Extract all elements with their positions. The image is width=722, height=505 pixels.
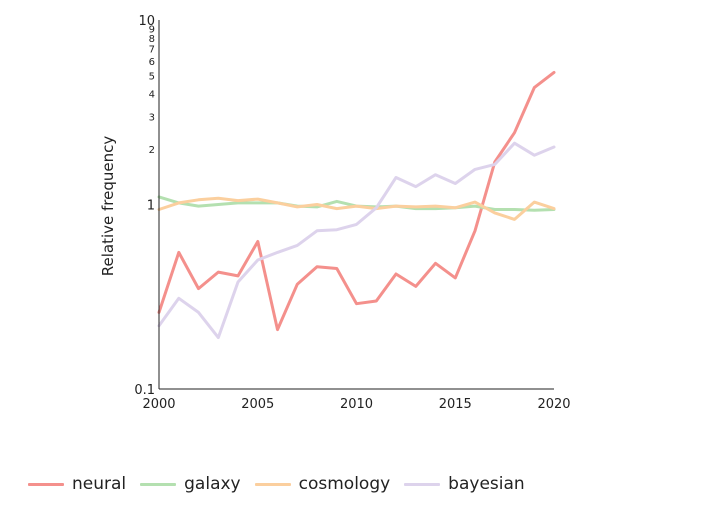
y-axis-title: Relative frequency	[99, 136, 117, 277]
legend-label: galaxy	[184, 474, 241, 494]
x-tick-label: 2015	[439, 397, 472, 412]
y-minor-tick-label: 6	[149, 57, 155, 68]
y-minor-tick-label: 9	[149, 24, 155, 35]
x-tick-label: 2000	[142, 397, 175, 412]
legend-item-bayesian[interactable]: bayesian	[404, 474, 525, 494]
y-minor-tick-label: 5	[149, 72, 155, 83]
series-line-bayesian	[157, 141, 556, 340]
y-minor-tick-label: 2	[149, 145, 155, 156]
legend-item-neural[interactable]: neural	[28, 474, 126, 494]
x-tick-label: 2020	[537, 397, 570, 412]
series-line-neural	[157, 70, 556, 332]
legend-swatch	[404, 482, 441, 486]
y-minor-tick-label: 8	[149, 34, 155, 45]
x-tick-label: 2010	[340, 397, 373, 412]
y-tick-label: 1	[147, 199, 155, 214]
y-minor-tick-label: 3	[149, 112, 155, 123]
series-line-cosmology	[157, 196, 556, 221]
legend-label: bayesian	[448, 474, 525, 494]
legend-swatch	[28, 482, 64, 486]
legend-label: neural	[72, 474, 127, 494]
legend-item-cosmology[interactable]: cosmology	[254, 474, 391, 494]
legend-swatch	[254, 482, 291, 486]
legend-label: cosmology	[298, 474, 391, 494]
plot-area	[157, 70, 556, 340]
legend-swatch	[140, 482, 177, 486]
x-tick-label: 2005	[241, 397, 274, 412]
y-minor-tick-label: 7	[149, 45, 155, 56]
y-tick-label: 10	[138, 14, 155, 29]
y-minor-tick-label: 4	[149, 89, 155, 100]
y-tick-label: 0.1	[134, 383, 155, 398]
legend: neural galaxy cosmology bayesian	[28, 474, 539, 494]
legend-item-galaxy[interactable]: galaxy	[140, 474, 241, 494]
